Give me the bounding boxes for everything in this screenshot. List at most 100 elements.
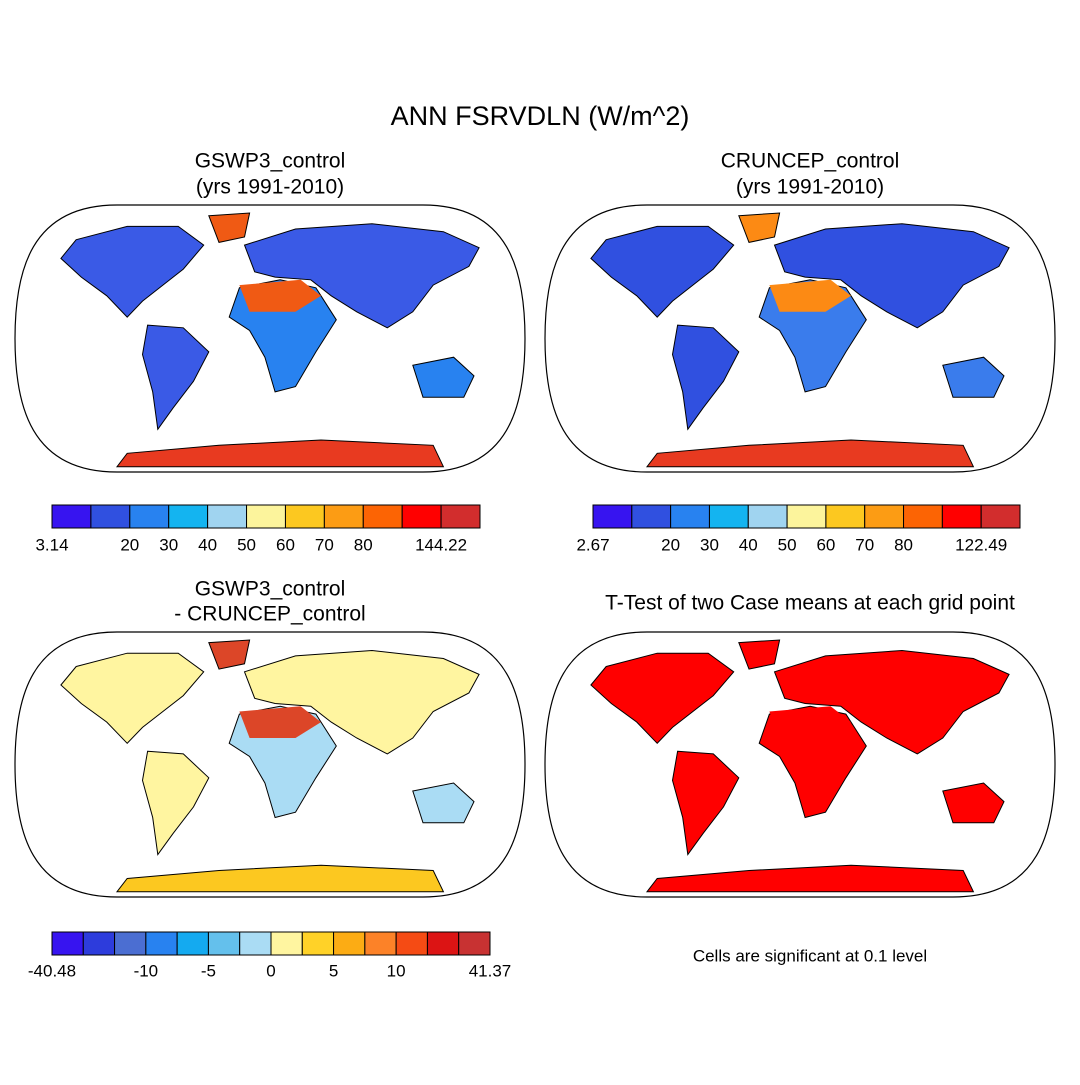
- continent: [412, 356, 475, 398]
- panel-title: CRUNCEP_control: [721, 150, 900, 173]
- colorbar-label: 40: [198, 535, 217, 554]
- colorbar-label: 41.37: [469, 961, 512, 980]
- colorbar-box: [440, 504, 481, 529]
- panel-title: GSWP3_control: [195, 150, 346, 173]
- colorbar-label: -10: [134, 961, 159, 980]
- desert-region: [769, 279, 851, 312]
- colorbar-box: [333, 931, 366, 956]
- colorbar-label: 70: [855, 535, 874, 554]
- colorbar-box: [51, 504, 92, 529]
- colorbar-box: [670, 504, 710, 529]
- continent: [115, 439, 445, 468]
- map-frame: [14, 631, 526, 898]
- continent: [141, 750, 210, 856]
- colorbar-box: [592, 504, 633, 529]
- colorbar-box: [301, 931, 335, 956]
- colorbar-label: 2.67: [576, 535, 609, 554]
- map: [544, 204, 1056, 473]
- colorbar-box: [401, 504, 442, 529]
- colorbar-box: [323, 504, 364, 529]
- desert-region: [239, 279, 321, 312]
- colorbar-label: 50: [237, 535, 256, 554]
- continent: [590, 652, 735, 745]
- continent: [590, 225, 735, 318]
- continent: [60, 652, 205, 745]
- colorbar-label: 122.49: [955, 535, 1007, 554]
- colorbar-label: 20: [661, 535, 680, 554]
- colorbar-box: [395, 931, 428, 956]
- continent: [243, 223, 480, 329]
- panel-title: GSWP3_control: [195, 578, 346, 601]
- figure-title: ANN FSRVDLN (W/m^2): [391, 101, 690, 131]
- colorbar-box: [362, 504, 403, 529]
- colorbar-box: [207, 504, 248, 529]
- colorbar-box: [458, 931, 491, 956]
- desert-region: [239, 706, 321, 738]
- colorbar-box: [708, 504, 749, 529]
- colorbar-label: -40.48: [28, 961, 76, 980]
- continent: [208, 639, 251, 670]
- colorbar-box: [941, 504, 982, 529]
- continent: [671, 750, 740, 856]
- colorbar-box: [82, 931, 116, 956]
- continent: [773, 223, 1010, 329]
- colorbar-label: 60: [276, 535, 295, 554]
- colorbar-label: 80: [354, 535, 373, 554]
- continent: [243, 649, 480, 755]
- continent: [942, 782, 1005, 824]
- continent: [115, 864, 445, 893]
- colorbar-box: [903, 504, 943, 529]
- map: [14, 631, 526, 898]
- colorbar-box: [51, 931, 84, 956]
- panel-title: T-Test of two Case means at each grid po…: [605, 592, 1015, 615]
- colorbar-label: 40: [739, 535, 758, 554]
- map: [544, 631, 1056, 898]
- colorbar-box: [631, 504, 672, 529]
- colorbar-box: [786, 504, 827, 529]
- colorbar-box: [864, 504, 905, 529]
- colorbar-label: 3.14: [35, 535, 68, 554]
- panel-title: (yrs 1991-2010): [736, 176, 884, 199]
- colorbar-label: 20: [120, 535, 139, 554]
- colorbar-box: [747, 504, 788, 529]
- colorbar-label: 60: [816, 535, 835, 554]
- map-frame: [544, 631, 1056, 898]
- continent: [208, 212, 251, 243]
- continent: [141, 324, 210, 431]
- colorbar-box: [239, 931, 272, 956]
- continent: [738, 639, 781, 670]
- desert-region: [769, 706, 851, 738]
- colorbar-label: 50: [778, 535, 797, 554]
- continent: [671, 324, 740, 431]
- colorbar-box: [246, 504, 286, 529]
- colorbar-box: [980, 504, 1021, 529]
- colorbar-label: 30: [159, 535, 178, 554]
- colorbar-label: 30: [700, 535, 719, 554]
- colorbar-box: [176, 931, 209, 956]
- colorbar-label: 5: [329, 961, 338, 980]
- panel-title: - CRUNCEP_control: [174, 603, 365, 626]
- continent: [60, 225, 205, 318]
- colorbar-box: [284, 504, 325, 529]
- colorbar-box: [129, 504, 170, 529]
- colorbar-box: [168, 504, 209, 529]
- continent: [645, 439, 975, 468]
- colorbar-box: [270, 931, 303, 956]
- colorbar-label: 0: [266, 961, 275, 980]
- panel-title: (yrs 1991-2010): [196, 176, 344, 199]
- colorbar-label: 70: [315, 535, 334, 554]
- colorbar-box: [114, 931, 147, 956]
- colorbar-label: -5: [201, 961, 216, 980]
- colorbar-box: [90, 504, 131, 529]
- colorbar-box: [426, 931, 460, 956]
- colorbar-box: [825, 504, 866, 529]
- colorbar-box: [145, 931, 178, 956]
- colorbar-box: [207, 931, 241, 956]
- colorbar-box: [364, 931, 397, 956]
- map-frame: [544, 204, 1056, 473]
- continent: [412, 782, 475, 824]
- continent: [942, 356, 1005, 398]
- continent: [773, 649, 1010, 755]
